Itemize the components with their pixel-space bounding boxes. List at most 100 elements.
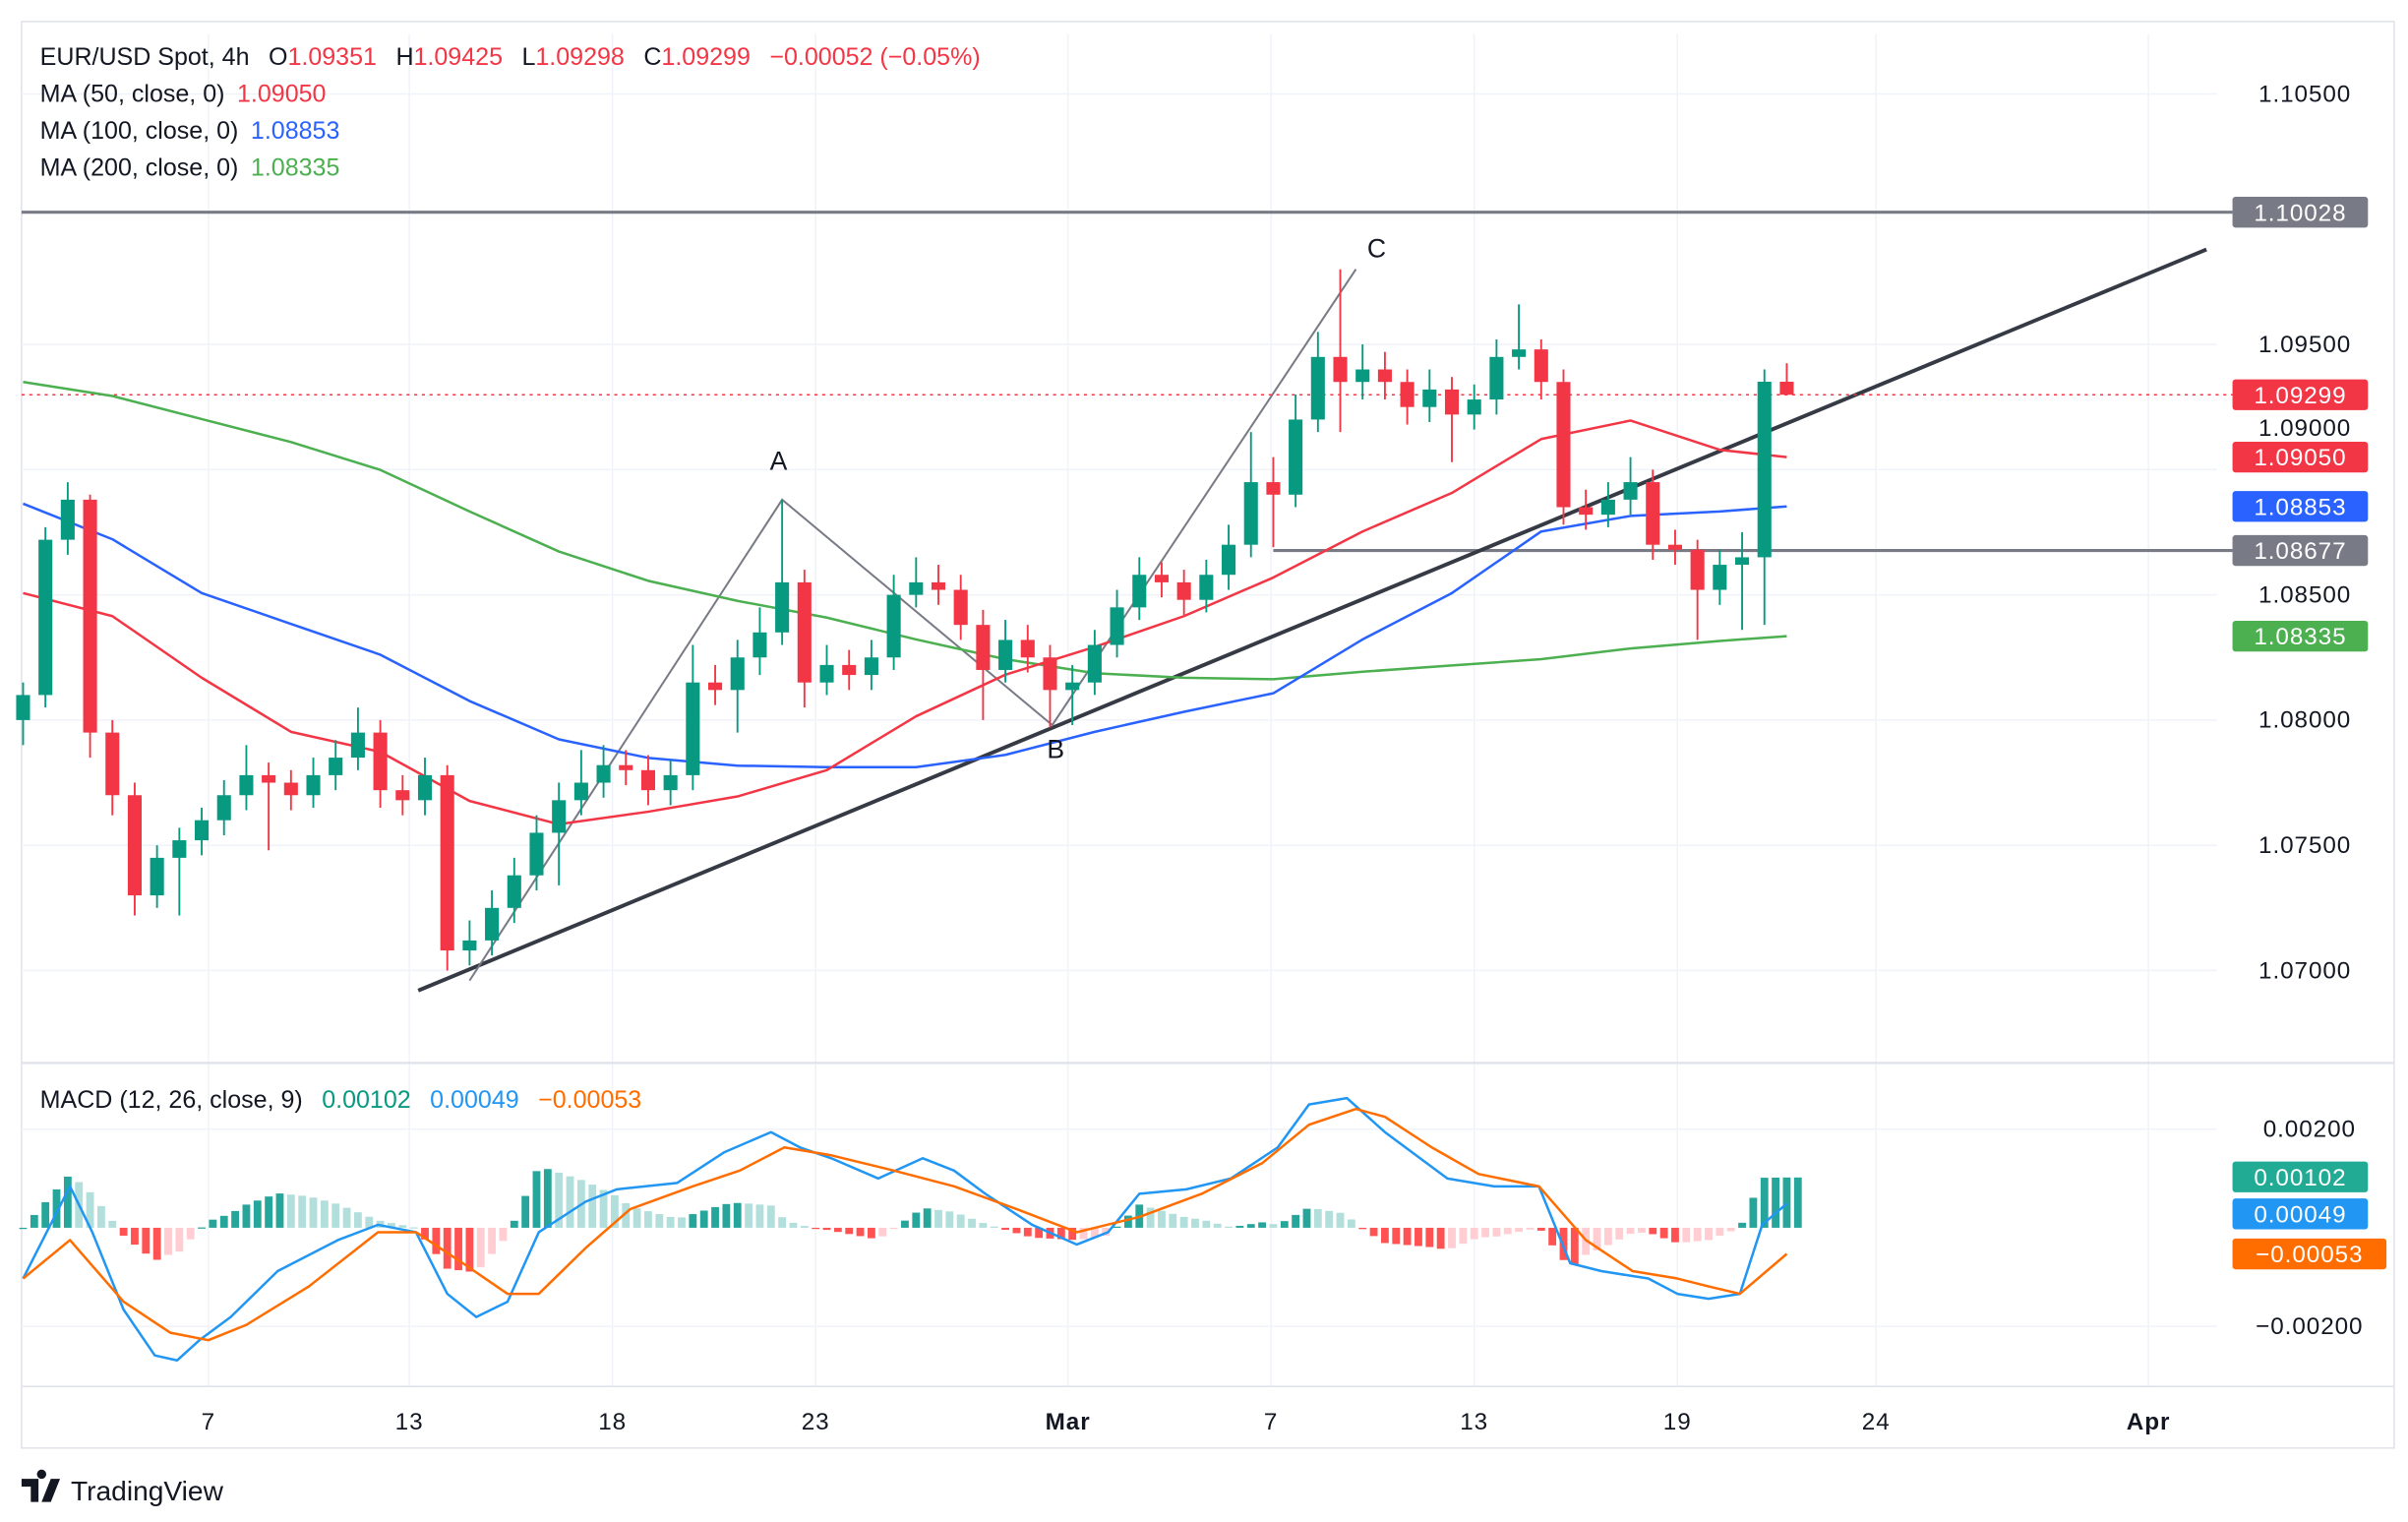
candle[interactable] [329, 740, 343, 791]
candle[interactable] [1176, 570, 1191, 615]
candle[interactable] [752, 607, 767, 676]
candle[interactable] [507, 857, 521, 924]
candle[interactable] [1713, 549, 1727, 605]
candle[interactable] [1556, 369, 1571, 525]
time-tick-label: 19 [1663, 1409, 1692, 1435]
candle[interactable] [1243, 432, 1258, 558]
candle[interactable] [417, 758, 433, 816]
candle[interactable] [239, 745, 254, 811]
macd-legend[interactable]: MACD (12, 26, close, 9) 0.00102 0.00049 … [40, 1086, 642, 1114]
candle[interactable] [663, 760, 678, 806]
candle[interactable] [1355, 344, 1370, 400]
candle[interactable] [373, 719, 388, 808]
macd-histogram-bar [1716, 1227, 1724, 1236]
candle[interactable] [797, 570, 812, 708]
candle[interactable] [1199, 559, 1214, 613]
candle[interactable] [730, 639, 745, 733]
price-axis[interactable]: 1.10500 1.09500 1.09000 1.08500 1.08000 1.075… [2232, 81, 2387, 1340]
candle[interactable] [283, 769, 298, 811]
ma100-legend[interactable]: MA (100, close, 0) 1.08853 [40, 117, 340, 145]
candle[interactable] [1690, 539, 1705, 640]
candle[interactable] [976, 609, 991, 720]
candle[interactable] [686, 644, 700, 791]
candle[interactable] [1489, 338, 1504, 415]
candle[interactable] [195, 807, 210, 856]
candle[interactable] [573, 750, 588, 816]
candle[interactable] [127, 782, 142, 916]
candle[interactable] [931, 565, 946, 605]
ma100-line[interactable] [23, 502, 1787, 768]
candle[interactable] [216, 779, 231, 835]
candle[interactable] [485, 889, 500, 956]
candle[interactable] [819, 644, 834, 696]
candle[interactable] [775, 499, 790, 645]
ma200-legend[interactable]: MA (200, close, 0) 1.08335 [40, 153, 340, 181]
candle[interactable] [864, 639, 878, 691]
candle[interactable] [262, 762, 276, 851]
candle[interactable] [1377, 351, 1392, 400]
candle[interactable] [596, 745, 611, 798]
candle[interactable] [842, 649, 857, 691]
candle[interactable] [1043, 644, 1057, 728]
macd-signal-line[interactable] [22, 1107, 1788, 1342]
candle[interactable] [1020, 625, 1035, 673]
trendline[interactable] [417, 247, 2207, 993]
candle[interactable] [1646, 469, 1660, 560]
candle[interactable] [350, 707, 365, 770]
candle[interactable] [1757, 369, 1772, 626]
ma50-line[interactable] [23, 419, 1787, 826]
candle[interactable] [1087, 630, 1102, 696]
candle[interactable] [1444, 377, 1460, 462]
candle[interactable] [1400, 369, 1415, 425]
candle[interactable] [1222, 524, 1236, 590]
candle[interactable] [395, 774, 410, 816]
ma50-legend[interactable]: MA (50, close, 0) 1.09050 [40, 80, 327, 107]
symbol-legend[interactable]: EUR/USD Spot, 4h O1.09351 H1.09425 L1.09… [40, 43, 981, 182]
candle[interactable] [708, 664, 723, 705]
candle[interactable] [1600, 482, 1615, 527]
candle[interactable] [1110, 589, 1124, 658]
candle[interactable] [1266, 457, 1281, 548]
candle[interactable] [1512, 304, 1527, 370]
candle[interactable] [1735, 531, 1750, 631]
candle[interactable] [953, 575, 968, 640]
candle[interactable] [909, 557, 924, 608]
candle[interactable] [1467, 384, 1481, 430]
candle[interactable] [462, 920, 477, 966]
candle[interactable] [150, 845, 164, 908]
candle[interactable] [1667, 529, 1682, 566]
candle[interactable] [619, 750, 633, 786]
candle[interactable] [1422, 369, 1437, 422]
candle[interactable] [1579, 489, 1594, 530]
candle[interactable] [1779, 363, 1794, 396]
candle[interactable] [83, 494, 97, 759]
macd-pane[interactable] [19, 1096, 1802, 1362]
candle[interactable] [105, 719, 120, 816]
candle[interactable] [440, 764, 454, 971]
macd-line[interactable] [22, 1096, 1788, 1362]
candle[interactable] [38, 526, 53, 708]
candle[interactable] [1310, 332, 1325, 433]
abc-pattern-line[interactable] [468, 269, 1357, 982]
candle[interactable] [1333, 269, 1348, 433]
candle[interactable] [886, 575, 901, 670]
candle[interactable] [306, 758, 321, 808]
candle[interactable] [1132, 557, 1147, 621]
ma200-line[interactable] [23, 381, 1787, 681]
time-axis[interactable]: 7 13 18 23 Mar 7 13 19 24 Apr [202, 1409, 2171, 1435]
candle[interactable] [1154, 562, 1169, 598]
candle[interactable] [1289, 394, 1303, 508]
candle[interactable] [1065, 664, 1080, 725]
candle[interactable] [1534, 338, 1548, 400]
tradingview-logo[interactable]: TradingView [21, 1469, 224, 1506]
candle[interactable] [529, 815, 544, 890]
candle[interactable] [998, 620, 1013, 683]
candle[interactable] [552, 782, 567, 885]
candle[interactable] [60, 482, 75, 555]
price-pane[interactable] [16, 211, 2233, 993]
candle[interactable] [1623, 457, 1638, 516]
candle[interactable] [172, 827, 187, 916]
candle[interactable] [640, 755, 655, 806]
candle[interactable] [16, 682, 30, 746]
